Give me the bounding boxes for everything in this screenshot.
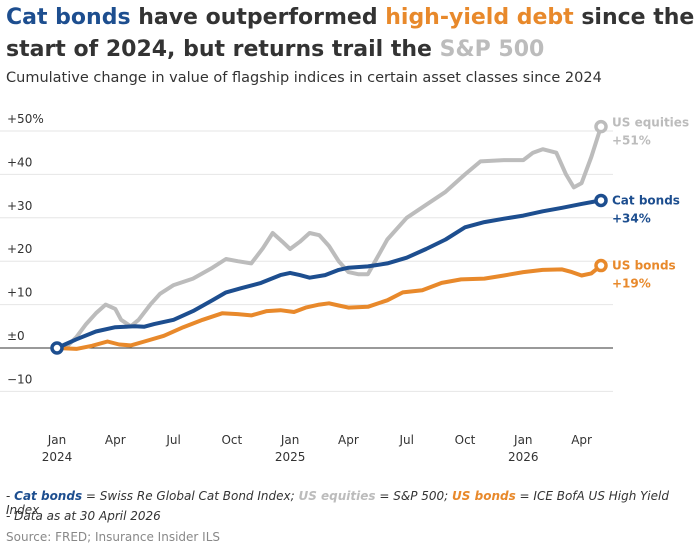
end-point-us-bonds: [594, 258, 608, 273]
series-line-us-bonds: [55, 263, 603, 351]
note-us-equities-text: = S&P 500;: [375, 489, 453, 503]
note-us-bonds-text: = ICE BofA US High Yield Index: [6, 489, 669, 517]
note-cat-bonds-label: Cat bonds: [14, 489, 83, 503]
series-label-us-bonds: US bonds: [612, 259, 676, 273]
series-value-us-bonds: +19%: [612, 277, 651, 291]
x-tick-year-label: 2024: [42, 450, 73, 464]
x-tick-label: Jul: [165, 433, 180, 447]
y-tick-label: +30: [7, 199, 32, 213]
series-value-us-equities: +51%: [612, 134, 651, 148]
x-tick-label: Oct: [455, 433, 476, 447]
chart-title: Cat bonds have outperformed high-yield d…: [6, 2, 696, 66]
note-us-equities-label: US equities: [298, 489, 376, 503]
y-tick-label: +50%: [7, 112, 44, 126]
x-tick-year-label: 2026: [508, 450, 539, 464]
x-tick-label: Jul: [398, 433, 413, 447]
data-date-note: - Data as at 30 April 2026: [6, 509, 161, 523]
title-cat-bonds: Cat bonds: [6, 5, 131, 30]
series-label-cat-bonds: Cat bonds: [612, 193, 680, 207]
y-tick-label: +40: [7, 155, 32, 169]
x-tick-label: Jan: [513, 433, 533, 447]
end-point-us-equities: [594, 119, 608, 134]
note-cat-bonds-text: = Swiss Re Global Cat Bond Index;: [82, 489, 299, 503]
series-label-us-equities: US equities: [612, 116, 689, 130]
series-line-us-equities: [55, 124, 603, 350]
y-tick-label: −10: [7, 372, 32, 386]
series-value-cat-bonds: +34%: [612, 211, 651, 225]
x-tick-label: Apr: [105, 433, 126, 447]
title-sp500: S&P 500: [439, 37, 545, 62]
x-tick-year-label: 2025: [275, 450, 306, 464]
note-us-bonds-label: US bonds: [452, 489, 516, 503]
y-tick-label: +10: [7, 286, 32, 300]
x-tick-label: Jan: [47, 433, 67, 447]
x-tick-label: Oct: [221, 433, 242, 447]
title-text-2: since the start of 2024, but returns tra…: [6, 5, 695, 62]
source-note: Source: FRED; Insurance Insider ILS: [6, 530, 221, 544]
x-tick-label: Jan: [280, 433, 300, 447]
x-tick-label: Apr: [571, 433, 592, 447]
title-text-1: have outperformed: [130, 5, 386, 30]
title-high-yield: high-yield debt: [385, 5, 574, 30]
x-tick-label: Apr: [338, 433, 359, 447]
chart-subtitle: Cumulative change in value of flagship i…: [6, 70, 602, 86]
start-point-marker: [50, 341, 64, 355]
series-line-cat-bonds: [55, 198, 603, 350]
y-tick-label: +20: [7, 242, 32, 256]
y-tick-label: ±0: [7, 329, 25, 343]
legend-note: - Cat bonds = Swiss Re Global Cat Bond I…: [6, 489, 669, 517]
end-point-cat-bonds: [594, 193, 608, 208]
